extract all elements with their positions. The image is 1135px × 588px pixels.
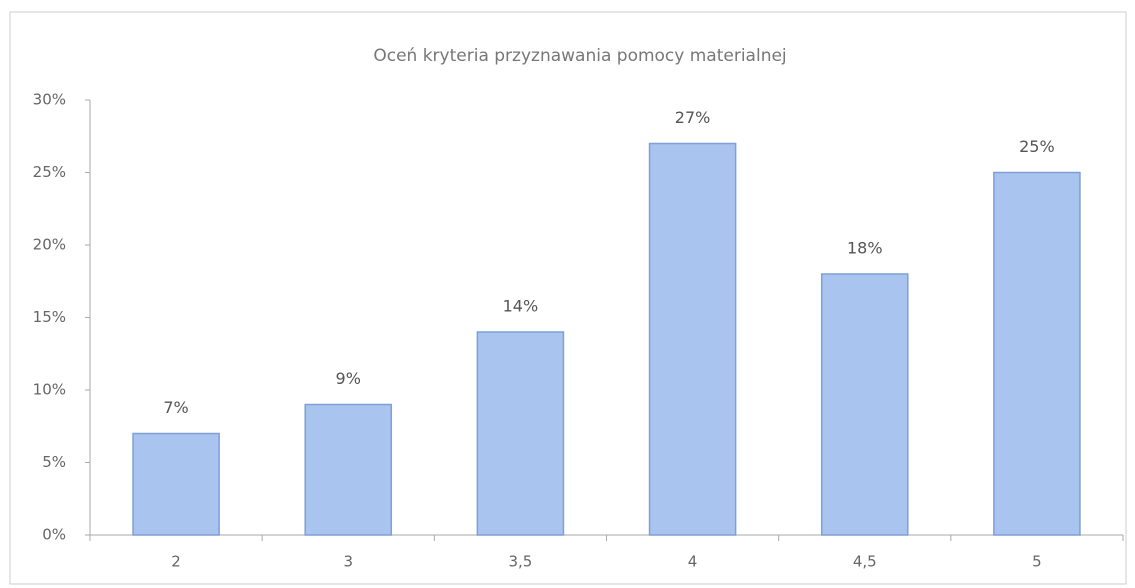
bar: [820, 273, 909, 536]
y-tick-label: 20%: [33, 236, 66, 254]
x-tick-label: 3,5: [508, 553, 532, 571]
value-label: 9%: [336, 369, 361, 388]
x-tick-label: 4,5: [853, 553, 877, 571]
x-tick-label: 5: [1032, 553, 1042, 571]
value-label: 18%: [847, 239, 883, 258]
y-tick-label: 25%: [33, 163, 66, 181]
y-tick-label: 30%: [33, 91, 66, 109]
y-tick-label: 0%: [42, 526, 66, 544]
value-label: 27%: [675, 108, 711, 127]
bar: [304, 403, 393, 536]
value-label: 25%: [1019, 137, 1055, 156]
bar: [648, 142, 737, 536]
y-tick-label: 10%: [33, 381, 66, 399]
x-tick-label: 4: [688, 553, 698, 571]
value-label: 7%: [163, 398, 188, 417]
x-tick-label: 2: [171, 553, 181, 571]
x-tick-label: 3: [343, 553, 353, 571]
bar: [993, 171, 1081, 536]
value-label: 14%: [503, 297, 539, 316]
chart-title: Oceń kryteria przyznawania pomocy materi…: [373, 46, 786, 66]
chart-frame: [9, 11, 1127, 585]
y-tick-label: 15%: [33, 308, 66, 326]
bar: [132, 432, 220, 536]
y-tick-label: 5%: [42, 453, 66, 471]
bar: [476, 331, 565, 536]
